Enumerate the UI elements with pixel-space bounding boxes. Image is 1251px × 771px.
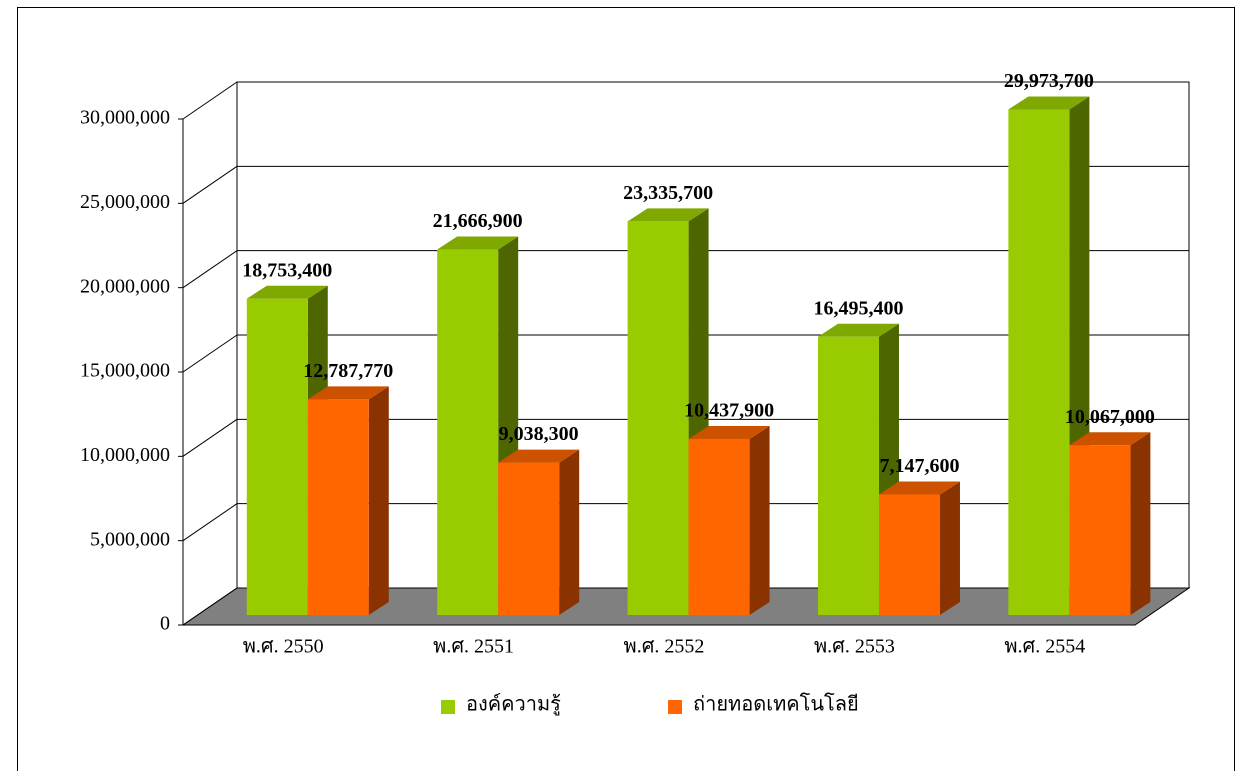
bar bbox=[498, 462, 560, 616]
y-tick-label: 25,000,000 bbox=[80, 191, 170, 213]
x-tick-label: พ.ศ. 2552 bbox=[624, 636, 705, 658]
data-label: 21,666,900 bbox=[433, 210, 523, 232]
bar bbox=[307, 399, 369, 616]
bar-top bbox=[1008, 96, 1090, 110]
y-tick-label: 20,000,000 bbox=[80, 275, 170, 297]
bar-top bbox=[878, 481, 960, 495]
bar bbox=[627, 221, 689, 616]
bar-side bbox=[1130, 432, 1151, 616]
y-tick-label: 0 bbox=[160, 613, 170, 635]
grid-line bbox=[182, 503, 238, 542]
bar bbox=[817, 336, 879, 616]
grid-line bbox=[182, 418, 238, 457]
data-label: 7,147,600 bbox=[879, 455, 959, 477]
grid-line bbox=[182, 165, 238, 204]
data-label: 9,038,300 bbox=[499, 423, 579, 445]
y-tick-label: 15,000,000 bbox=[80, 360, 170, 382]
bar-top bbox=[627, 208, 709, 222]
grid-line bbox=[182, 587, 238, 626]
data-label: 18,753,400 bbox=[242, 259, 332, 281]
legend-swatch bbox=[441, 700, 455, 714]
bar-side bbox=[939, 481, 960, 616]
data-label: 23,335,700 bbox=[623, 182, 713, 204]
bar-side bbox=[368, 386, 389, 616]
bar-top bbox=[817, 323, 899, 337]
bar-top bbox=[437, 236, 519, 250]
data-label: 10,437,900 bbox=[684, 400, 774, 422]
bar-top bbox=[1069, 432, 1151, 446]
legend-label: องค์ความรู้ bbox=[466, 693, 561, 717]
bar-side bbox=[749, 425, 770, 616]
bar-top bbox=[307, 386, 389, 400]
data-label: 16,495,400 bbox=[813, 297, 903, 319]
bar bbox=[688, 438, 750, 616]
bar bbox=[1069, 445, 1131, 616]
bar-top bbox=[246, 285, 328, 299]
bar bbox=[1008, 109, 1070, 616]
bar-top bbox=[688, 425, 770, 439]
legend-label: ถ่ายทอดเทคโนโลยี bbox=[693, 693, 859, 716]
legend-swatch bbox=[668, 700, 682, 714]
y-tick-label: 5,000,000 bbox=[90, 528, 170, 550]
grid-line bbox=[182, 250, 238, 289]
bar bbox=[437, 249, 499, 616]
y-tick-label: 10,000,000 bbox=[80, 444, 170, 466]
bar bbox=[246, 298, 308, 616]
data-label: 10,067,000 bbox=[1065, 406, 1155, 428]
grid-line bbox=[182, 81, 238, 120]
x-tick-label: พ.ศ. 2551 bbox=[433, 636, 514, 658]
x-tick-label: พ.ศ. 2550 bbox=[243, 636, 324, 658]
x-tick-label: พ.ศ. 2553 bbox=[814, 636, 895, 658]
bar bbox=[878, 494, 940, 616]
bar-side bbox=[559, 449, 580, 616]
data-label: 29,973,700 bbox=[1004, 70, 1094, 92]
y-tick-label: 30,000,000 bbox=[80, 107, 170, 129]
grid-line bbox=[182, 334, 238, 373]
data-label: 12,787,770 bbox=[303, 360, 393, 382]
x-tick-label: พ.ศ. 2554 bbox=[1004, 636, 1085, 658]
bar-top bbox=[498, 449, 580, 463]
